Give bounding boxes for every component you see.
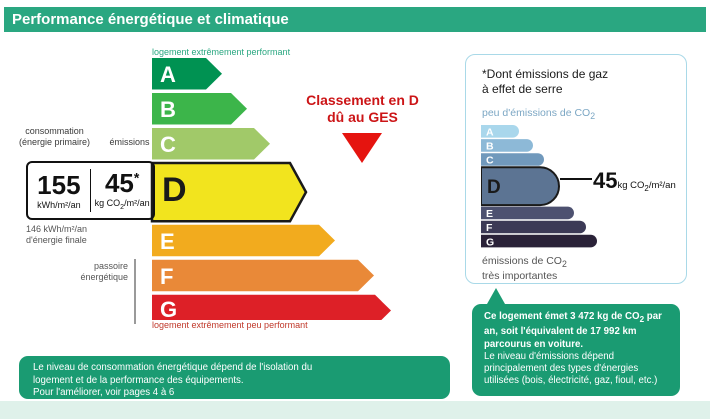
svg-text:D: D [162, 171, 187, 209]
svg-text:D: D [487, 177, 501, 198]
svg-text:B: B [160, 97, 176, 122]
svg-text:E: E [160, 229, 175, 254]
svg-text:A: A [160, 62, 176, 87]
svg-text:A: A [486, 126, 494, 138]
svg-text:G: G [486, 236, 494, 248]
svg-text:G: G [160, 297, 177, 320]
svg-text:E: E [486, 208, 493, 220]
svg-text:F: F [160, 264, 173, 289]
svg-text:C: C [160, 132, 176, 157]
svg-text:F: F [486, 222, 493, 234]
svg-text:C: C [486, 154, 494, 166]
svg-text:B: B [486, 140, 494, 152]
